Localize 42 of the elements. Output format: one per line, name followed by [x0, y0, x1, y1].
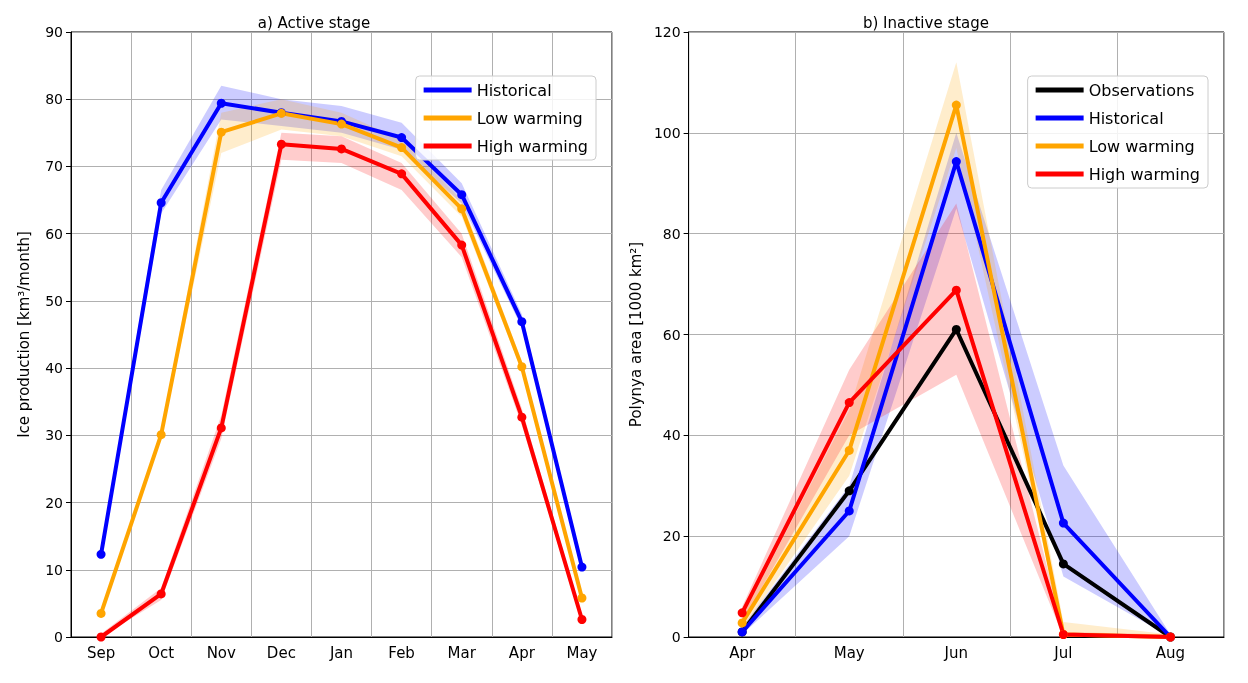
x-tick-label: Sep [86, 643, 116, 662]
x-tick-label: Apr [508, 643, 536, 662]
x-tick-label: Oct [148, 643, 175, 662]
y-axis-title: Ice production [km³/month] [14, 231, 33, 438]
y-tick-label: 80 [662, 225, 681, 242]
y-axis-title: Polynya area [1000 km²] [626, 241, 645, 428]
legend-label: Low warming [476, 108, 583, 128]
y-tick-label: 30 [45, 427, 63, 444]
legend-label: Observations [1088, 80, 1195, 100]
x-tick-label: May [833, 643, 865, 662]
y-tick-label: 40 [45, 360, 63, 377]
y-tick-label: 120 [653, 24, 681, 40]
x-tick-label: Feb [388, 643, 415, 662]
x-tick-label: Dec [266, 643, 296, 662]
y-tick-label: 20 [45, 494, 63, 511]
chart-title: b) Inactive stage [862, 13, 990, 32]
y-tick-label: 60 [45, 225, 63, 242]
legend-label: High warming [1088, 164, 1200, 184]
y-tick-label: 70 [45, 158, 63, 175]
x-tick-label: May [566, 643, 598, 662]
legend-label: High warming [476, 136, 588, 156]
x-tick-label: Apr [729, 643, 756, 662]
legend-label: Historical [476, 80, 552, 100]
y-tick-label: 0 [671, 629, 681, 645]
x-tick-label: Jun [943, 643, 969, 662]
y-tick-label: 0 [54, 629, 63, 645]
x-tick-label: Mar [447, 643, 477, 662]
y-tick-label: 100 [653, 124, 681, 141]
x-tick-label: Jul [1053, 643, 1073, 662]
y-tick-label: 80 [45, 91, 63, 108]
legend-label: Low warming [1088, 136, 1195, 156]
y-tick-label: 20 [662, 528, 681, 545]
chart-title: a) Active stage [257, 13, 371, 32]
y-tick-label: 60 [662, 326, 681, 343]
y-tick-label: 10 [45, 561, 63, 578]
y-tick-label: 90 [45, 24, 63, 40]
x-tick-label: Jan [328, 643, 354, 662]
y-tick-label: 50 [45, 292, 63, 309]
legend-label: Historical [1088, 108, 1164, 128]
x-tick-label: Nov [206, 643, 237, 662]
x-tick-label: Aug [1155, 643, 1186, 662]
y-tick-label: 40 [662, 427, 681, 444]
